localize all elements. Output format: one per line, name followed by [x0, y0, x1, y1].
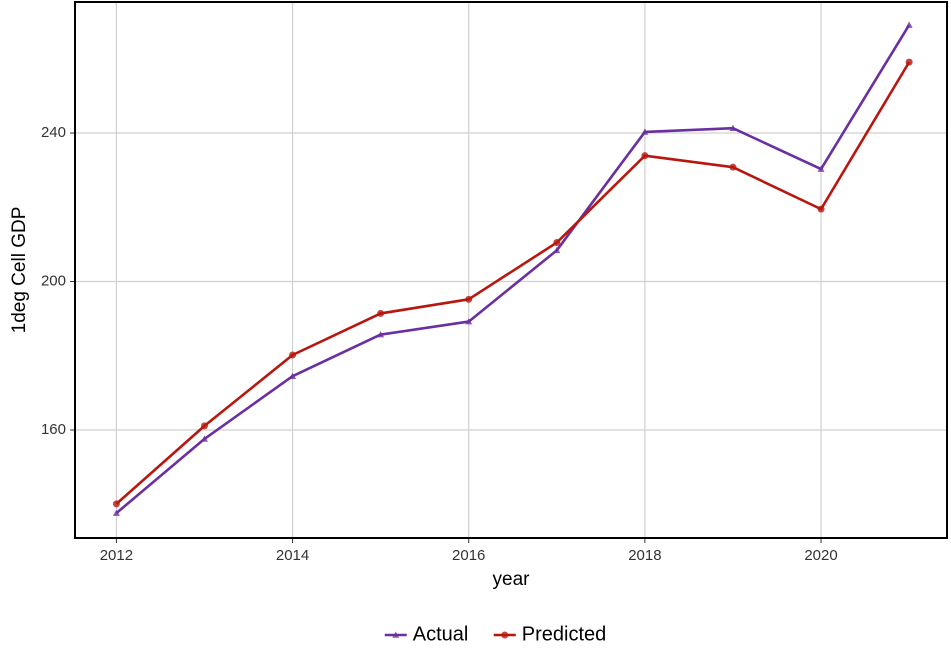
- data-point: [465, 318, 473, 325]
- data-point: [553, 246, 561, 254]
- x-tick-label: 2012: [100, 547, 133, 564]
- data-point: [465, 295, 473, 303]
- series-line: [115, 61, 911, 505]
- data-point: [553, 239, 561, 247]
- legend-label: Actual: [413, 623, 469, 645]
- legend: Actual Predicted: [384, 623, 607, 645]
- plot-border: [74, 1, 948, 539]
- data-point: [112, 509, 120, 516]
- data-point: [641, 152, 649, 160]
- data-point: [200, 422, 208, 430]
- x-tick-label: 2014: [276, 547, 309, 564]
- y-tick-label: 200: [41, 272, 66, 289]
- legend-label: Predicted: [522, 623, 607, 645]
- data-point: [817, 165, 825, 172]
- data-point: [112, 500, 120, 508]
- y-tick-label: 240: [41, 124, 66, 141]
- data-point: [289, 372, 297, 379]
- x-axis-title: year: [493, 569, 531, 590]
- data-point: [289, 351, 297, 359]
- data-point: [377, 331, 385, 338]
- series-line: [115, 24, 911, 515]
- data-point: [729, 124, 737, 132]
- x-tick-label: 2016: [452, 547, 485, 564]
- x-tick-label: 2020: [804, 547, 837, 564]
- data-point: [905, 21, 913, 28]
- data-point: [377, 309, 385, 317]
- legend-marker: [392, 631, 400, 638]
- data-point: [817, 205, 825, 213]
- legend-marker: [501, 631, 509, 639]
- y-tick-label: 160: [41, 421, 66, 438]
- data-point: [729, 163, 737, 171]
- data-point: [200, 435, 208, 442]
- data-point: [641, 128, 649, 135]
- data-point: [905, 58, 913, 66]
- x-tick-label: 2018: [628, 547, 661, 564]
- y-axis-title: 1deg Cell GDP: [9, 207, 30, 334]
